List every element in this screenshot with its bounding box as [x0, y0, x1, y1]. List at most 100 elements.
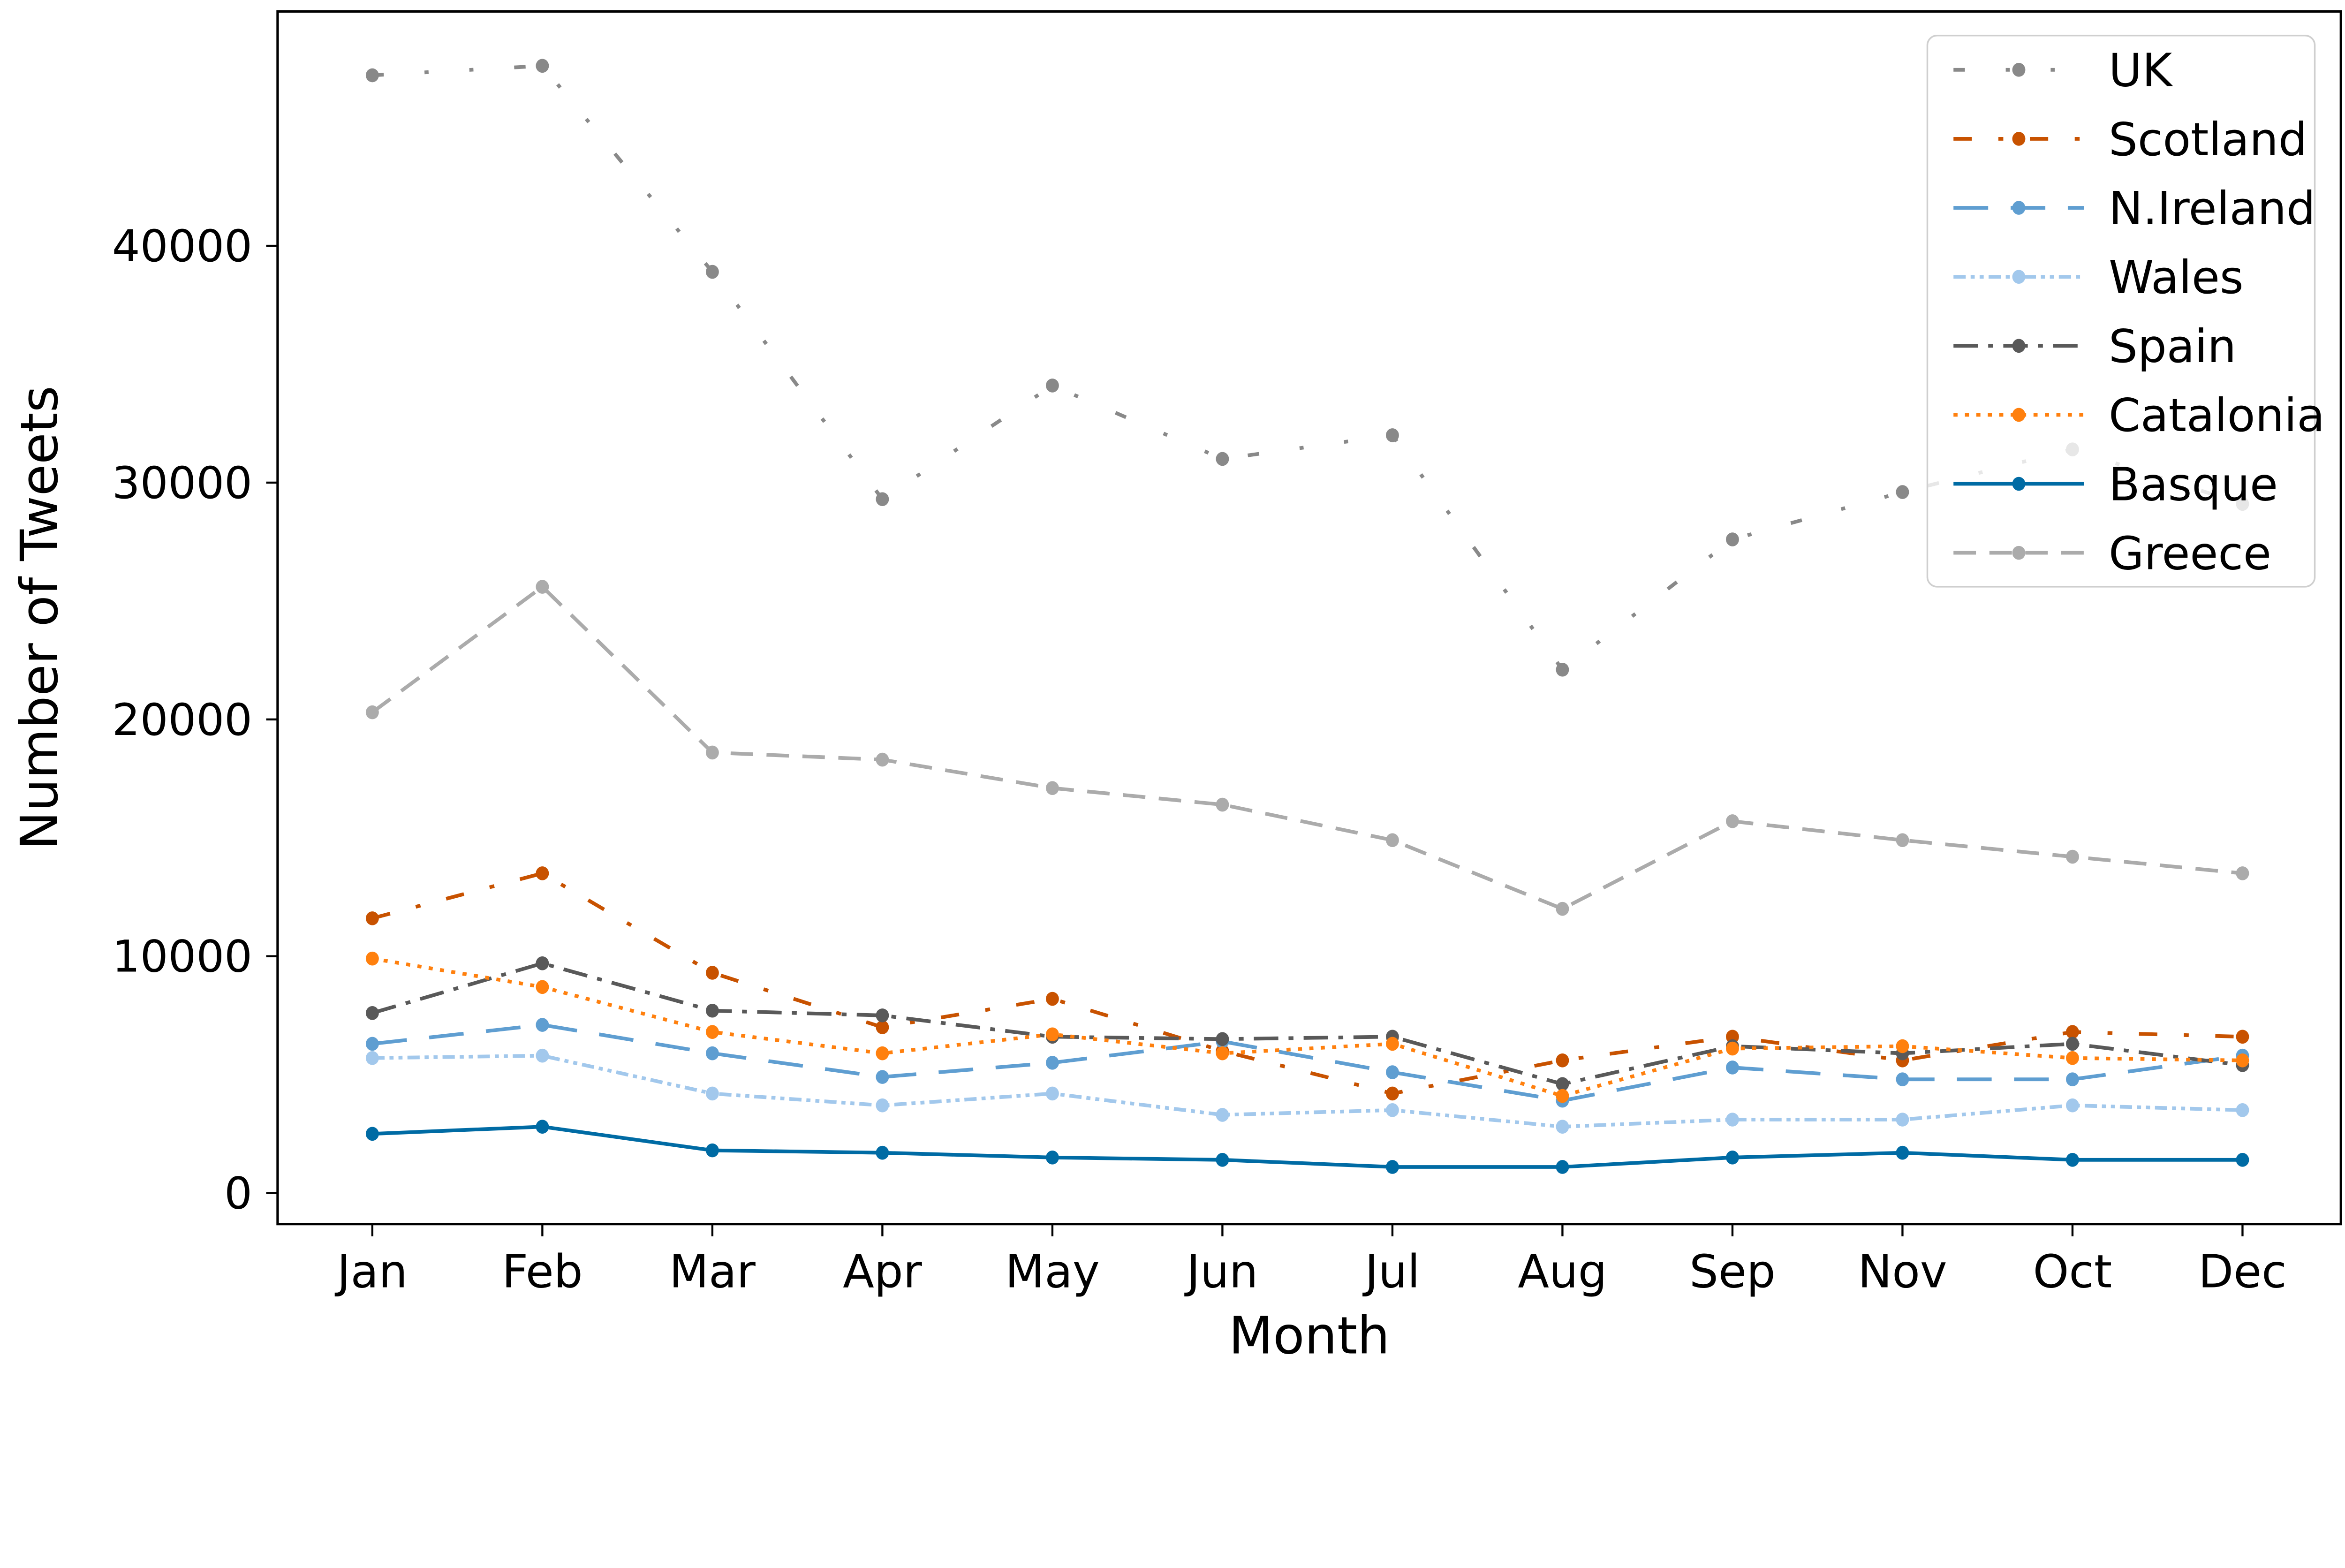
series-marker-catalonia [536, 980, 549, 994]
y-tick-label: 40000 [112, 221, 252, 272]
series-marker-uk [705, 265, 719, 279]
legend-label: Basque [2109, 458, 2278, 511]
series-marker-uk [1385, 428, 1399, 442]
series-marker-uk [536, 59, 549, 73]
series-marker-uk [1726, 532, 1739, 546]
x-tick-label: Feb [502, 1245, 583, 1298]
x-tick-label: Dec [2198, 1245, 2287, 1298]
series-marker-catalonia [2236, 1053, 2249, 1068]
legend-entry-catalonia: Catalonia [1953, 389, 2325, 442]
series-marker-greece [1385, 833, 1399, 848]
legend-marker [2012, 339, 2026, 353]
legend-entry-wales: Wales [1953, 251, 2244, 304]
series-marker-greece [365, 705, 379, 720]
series-marker-uk [876, 492, 889, 507]
legend-marker [2012, 545, 2026, 560]
series-marker-scotland [536, 866, 549, 880]
series-marker-uk [1896, 485, 1909, 499]
series-marker-scotland [365, 911, 379, 925]
legend-box [1926, 34, 2316, 588]
series-marker-basque [1896, 1145, 1909, 1160]
legend-entry-greece: Greece [1953, 527, 2271, 580]
series-marker-wales [1216, 1108, 1229, 1122]
series-marker-nireland [1726, 1060, 1739, 1075]
series-marker-spain [365, 1006, 379, 1020]
series-marker-basque [1216, 1153, 1229, 1167]
series-line-scotland [371, 871, 2243, 1096]
series-marker-greece [1896, 833, 1909, 848]
series-marker-uk [365, 68, 379, 83]
series-marker-spain [876, 1008, 889, 1023]
series-marker-basque [536, 1120, 549, 1134]
y-tick-label: 30000 [112, 458, 252, 509]
series-marker-basque [2236, 1153, 2249, 1167]
series-marker-basque [1726, 1150, 1739, 1165]
series-line-greece [371, 584, 2243, 911]
x-tick-label: Mar [669, 1245, 756, 1298]
series-marker-wales [1385, 1103, 1399, 1117]
legend: UK Scotland N.Ireland Wales Spain Catalonia Ba… [1926, 34, 2325, 588]
series-marker-basque [2066, 1153, 2079, 1167]
chart-generated-content: 0 10000 20000 30000 40000 Jan Feb Mar Apr May Jun J… [112, 10, 2342, 1298]
y-tick-label: 20000 [112, 695, 252, 746]
series-marker-wales [2236, 1103, 2249, 1117]
y-tick-label: 0 [224, 1168, 252, 1220]
series-marker-basque [876, 1145, 889, 1160]
legend-entry-nireland: N.Ireland [1953, 182, 2315, 235]
legend-entry-uk: UK [1953, 44, 2173, 97]
chart-canvas: 0 10000 20000 30000 40000 Jan Feb Mar Apr May Jun J… [9, 10, 2342, 1365]
series-marker-wales [1556, 1120, 1569, 1134]
series-marker-catalonia [2066, 1051, 2079, 1065]
series-marker-greece [2066, 849, 2079, 864]
series-marker-basque [1385, 1160, 1399, 1174]
series-marker-spain [2066, 1037, 2079, 1051]
series-marker-greece [705, 745, 719, 760]
legend-label: UK [2109, 44, 2173, 97]
series-marker-scotland [1045, 992, 1059, 1006]
x-tick-label: May [1005, 1245, 1100, 1298]
legend-label: Wales [2109, 251, 2244, 304]
series-line-nireland [372, 1023, 2243, 1103]
x-tick-label: Nov [1858, 1245, 1947, 1298]
series-marker-catalonia [1045, 1027, 1059, 1042]
series-marker-spain [705, 1003, 719, 1018]
series-marker-wales [365, 1051, 379, 1065]
series-line-basque [372, 1125, 2243, 1169]
series-marker-greece [2236, 866, 2249, 880]
legend-marker [2012, 63, 2026, 77]
legend-label: N.Ireland [2109, 182, 2315, 235]
series-marker-wales [1726, 1113, 1739, 1127]
series-marker-uk [1216, 452, 1229, 466]
x-tick-label: Jun [1184, 1245, 1258, 1298]
y-axis-label: Number of Tweets [9, 386, 69, 849]
series-marker-catalonia [705, 1025, 719, 1039]
series-marker-scotland [2066, 1025, 2079, 1039]
series-marker-scotland [1385, 1086, 1399, 1101]
series-marker-wales [1896, 1113, 1909, 1127]
legend-label: Scotland [2109, 113, 2307, 166]
series-marker-uk [1556, 662, 1569, 677]
series-marker-basque [1556, 1160, 1569, 1174]
series-marker-nireland [536, 1018, 549, 1032]
series-marker-spain [1556, 1077, 1569, 1091]
series-marker-nireland [1896, 1072, 1909, 1086]
series-marker-catalonia [1216, 1046, 1229, 1060]
legend-entry-scotland: Scotland [1953, 113, 2307, 166]
series-marker-greece [876, 752, 889, 767]
series-marker-greece [1726, 814, 1739, 828]
series-marker-catalonia [1896, 1039, 1909, 1053]
legend-marker [2012, 270, 2026, 284]
x-tick-label: Aug [1518, 1245, 1607, 1298]
series-marker-catalonia [1726, 1041, 1739, 1056]
legend-entry-basque: Basque [1953, 458, 2278, 511]
series-marker-nireland [365, 1037, 379, 1051]
series-marker-nireland [705, 1046, 719, 1060]
series-marker-scotland [876, 1020, 889, 1034]
series-marker-wales [536, 1048, 549, 1063]
x-tick-label: Jul [1362, 1245, 1420, 1298]
series-marker-catalonia [876, 1046, 889, 1060]
series-marker-nireland [1045, 1056, 1059, 1070]
legend-label: Catalonia [2109, 389, 2325, 442]
legend-marker [2012, 201, 2026, 215]
x-axis-label: Month [1229, 1306, 1390, 1365]
